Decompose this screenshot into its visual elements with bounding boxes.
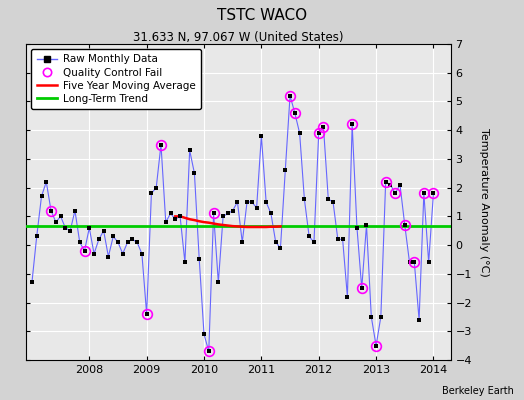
Legend: Raw Monthly Data, Quality Control Fail, Five Year Moving Average, Long-Term Tren: Raw Monthly Data, Quality Control Fail, … (31, 49, 201, 109)
Text: Berkeley Earth: Berkeley Earth (442, 386, 514, 396)
Title: 31.633 N, 97.067 W (United States): 31.633 N, 97.067 W (United States) (133, 31, 344, 44)
Text: TSTC WACO: TSTC WACO (217, 8, 307, 23)
Y-axis label: Temperature Anomaly (°C): Temperature Anomaly (°C) (478, 128, 489, 276)
